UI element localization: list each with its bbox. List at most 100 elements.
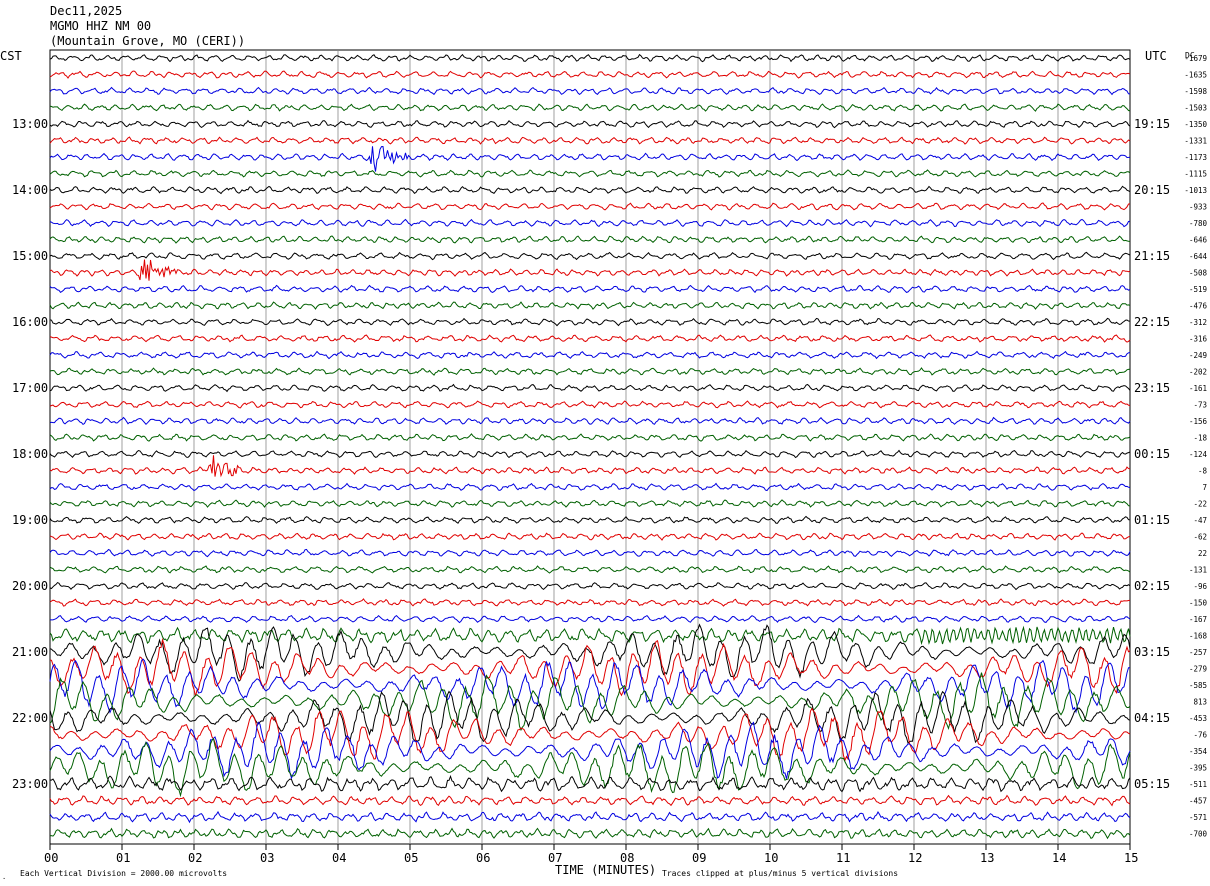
trace-line-13 bbox=[49, 259, 1131, 281]
trace-line-25 bbox=[49, 455, 1131, 478]
trace-line-20 bbox=[49, 383, 1131, 393]
corner-mark: . bbox=[2, 873, 6, 881]
x-tick-label: 08 bbox=[620, 851, 634, 865]
trace-line-34 bbox=[50, 614, 1131, 624]
dc-offset-label: -1503 bbox=[1184, 104, 1207, 113]
right-hour-label: 22:15 bbox=[1134, 315, 1170, 329]
dc-offset-label: -395 bbox=[1189, 764, 1207, 773]
dc-offset-label: 7 bbox=[1202, 483, 1207, 492]
trace-line-21 bbox=[49, 400, 1131, 409]
trace-line-4 bbox=[49, 119, 1131, 129]
dc-offset-label: -476 bbox=[1189, 302, 1208, 311]
trace-line-46 bbox=[49, 810, 1131, 824]
dc-offset-label: -1635 bbox=[1184, 71, 1207, 80]
x-tick-label: 10 bbox=[764, 851, 778, 865]
dc-offset-label: -457 bbox=[1189, 797, 1207, 806]
trace-line-37 bbox=[49, 637, 1131, 697]
trace-group bbox=[49, 53, 1131, 840]
trace-line-27 bbox=[49, 499, 1131, 508]
dc-offset-label: -202 bbox=[1189, 368, 1207, 377]
left-hour-label: 17:00 bbox=[12, 381, 48, 395]
scale-note: Each Vertical Division = 2000.00 microvo… bbox=[20, 869, 227, 878]
trace-line-0 bbox=[49, 53, 1131, 63]
trace-line-14 bbox=[49, 284, 1131, 294]
right-hour-label: 23:15 bbox=[1134, 381, 1170, 395]
right-hour-label: 00:15 bbox=[1134, 447, 1170, 461]
trace-line-12 bbox=[49, 251, 1131, 261]
left-hour-label: 18:00 bbox=[12, 447, 48, 461]
dc-offset-label: -279 bbox=[1189, 665, 1207, 674]
right-hour-label: 04:15 bbox=[1134, 711, 1170, 725]
left-hour-label: 15:00 bbox=[12, 249, 48, 263]
trace-line-11 bbox=[49, 235, 1131, 244]
right-hour-label: 19:15 bbox=[1134, 117, 1170, 131]
right-hour-label: 01:15 bbox=[1134, 513, 1170, 527]
dc-offset-label: -1013 bbox=[1184, 186, 1207, 195]
left-hour-label: 14:00 bbox=[12, 183, 48, 197]
dc-offset-label: -257 bbox=[1189, 648, 1207, 657]
dc-offset-label: -644 bbox=[1189, 252, 1208, 261]
dc-offset-label: -1331 bbox=[1184, 137, 1207, 146]
trace-line-44 bbox=[50, 774, 1131, 793]
trace-line-1 bbox=[49, 70, 1131, 79]
dc-offset-label: -511 bbox=[1189, 780, 1207, 789]
dc-offset-label: -18 bbox=[1193, 434, 1207, 443]
x-tick-label: 00 bbox=[44, 851, 58, 865]
minute-grid bbox=[49, 50, 1131, 850]
x-tick-label: 04 bbox=[332, 851, 346, 865]
trace-line-16 bbox=[49, 317, 1131, 327]
dc-offset-label: -1173 bbox=[1184, 153, 1207, 162]
trace-line-43 bbox=[49, 737, 1131, 798]
dc-offset-label: -96 bbox=[1193, 582, 1207, 591]
trace-line-47 bbox=[49, 827, 1131, 840]
right-timezone-label: UTC bbox=[1145, 49, 1167, 63]
x-tick-label: 07 bbox=[548, 851, 562, 865]
x-tick-label: 05 bbox=[404, 851, 418, 865]
trace-line-36 bbox=[49, 623, 1131, 682]
dc-offset-label: -933 bbox=[1189, 203, 1207, 212]
header-station: MGMO HHZ NM 00 bbox=[50, 19, 152, 33]
dc-offset-label: -150 bbox=[1189, 599, 1208, 608]
dc-offset-label: -508 bbox=[1189, 269, 1208, 278]
x-tick-label: 14 bbox=[1052, 851, 1066, 865]
right-hour-label: 03:15 bbox=[1134, 645, 1170, 659]
plot-frame bbox=[49, 49, 1131, 845]
left-timezone-label: CST bbox=[0, 49, 22, 63]
right-hour-label: 05:15 bbox=[1134, 777, 1170, 791]
trace-line-8 bbox=[49, 185, 1131, 195]
dc-offset-label: -62 bbox=[1193, 533, 1207, 542]
trace-line-10 bbox=[49, 218, 1131, 228]
x-tick-label: 12 bbox=[908, 851, 922, 865]
x-tick-label: 11 bbox=[836, 851, 850, 865]
dc-offset-label: -1598 bbox=[1184, 87, 1207, 96]
dc-offset-label: -124 bbox=[1189, 450, 1208, 459]
x-tick-label: 03 bbox=[260, 851, 274, 865]
left-hour-label: 19:00 bbox=[12, 513, 48, 527]
trace-line-2 bbox=[49, 86, 1131, 96]
dc-offset-label: -22 bbox=[1193, 500, 1207, 509]
dc-offset-label: -47 bbox=[1193, 516, 1207, 525]
left-hour-label: 22:00 bbox=[12, 711, 48, 725]
trace-line-18 bbox=[49, 350, 1131, 360]
trace-line-5 bbox=[49, 136, 1131, 145]
dc-offset-label: -519 bbox=[1189, 285, 1207, 294]
dc-offset-label: -131 bbox=[1189, 566, 1207, 575]
right-hour-label: 20:15 bbox=[1134, 183, 1170, 197]
dc-offset-label: -780 bbox=[1189, 219, 1208, 228]
trace-line-33 bbox=[49, 598, 1131, 607]
dc-offset-label: -73 bbox=[1193, 401, 1207, 410]
dc-offset-label: -168 bbox=[1189, 632, 1208, 641]
trace-line-24 bbox=[49, 449, 1131, 459]
left-hour-label: 23:00 bbox=[12, 777, 48, 791]
trace-line-32 bbox=[49, 581, 1131, 591]
dc-offset-label: -316 bbox=[1189, 335, 1208, 344]
trace-line-23 bbox=[49, 433, 1131, 442]
trace-line-45 bbox=[49, 794, 1131, 807]
x-tick-label: 02 bbox=[188, 851, 202, 865]
trace-line-15 bbox=[49, 301, 1131, 310]
dc-offset-label: -453 bbox=[1189, 714, 1207, 723]
dc-offset-label: -585 bbox=[1189, 681, 1207, 690]
dc-offset-label: -161 bbox=[1189, 384, 1207, 393]
x-tick-label: 09 bbox=[692, 851, 706, 865]
